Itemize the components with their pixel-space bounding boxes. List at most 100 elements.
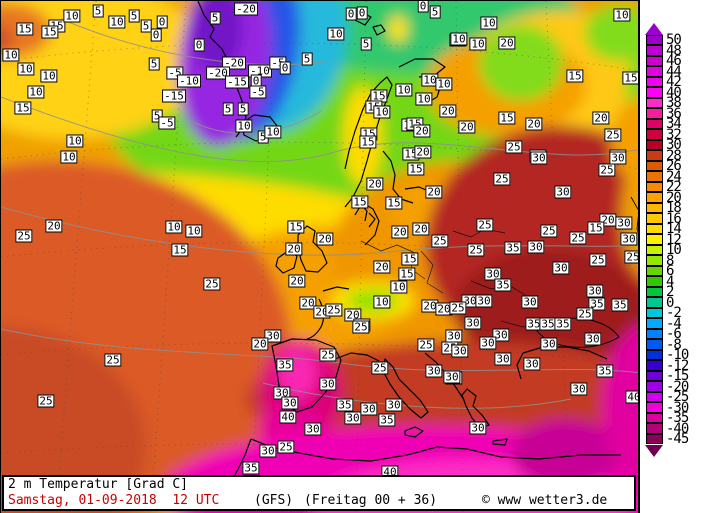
colorbar-cell-row: 46 [646, 54, 702, 68]
colorbar-cell-row: 0 [646, 296, 702, 310]
colorbar-cell-row: -45 [646, 432, 702, 446]
temp-label: 10 [66, 134, 84, 148]
temp-label: 25 [598, 163, 616, 177]
colorbar-cell [646, 349, 663, 360]
colorbar-cell [646, 381, 663, 392]
colorbar-tick-label: 30 [666, 137, 682, 154]
temp-label: 25 [277, 440, 295, 454]
temp-label: 30 [521, 295, 539, 309]
temp-label: 20 [285, 242, 303, 256]
temp-label: 30 [620, 232, 638, 246]
temp-label: 35 [504, 241, 522, 255]
colorbar-cell-row: -6 [646, 327, 702, 341]
colorbar-cell-row: 50 [646, 32, 702, 49]
colorbar-cell [646, 34, 663, 45]
temp-label: 20 [366, 177, 384, 191]
colorbar-cell [646, 108, 663, 119]
colorbar-tick-label: 12 [666, 231, 682, 248]
colorbar-tick-label: -12 [666, 357, 689, 374]
run-info: (Freitag 00 + 36) [304, 493, 438, 508]
temp-label: 25 [589, 253, 607, 267]
temp-label: 35 [336, 398, 354, 412]
colorbar-cell [646, 307, 663, 318]
temp-label: 25 [493, 172, 511, 186]
temp-label: 30 [527, 240, 545, 254]
colorbar-tick-label: -4 [666, 315, 682, 332]
colorbar-tick-label: 34 [666, 116, 682, 133]
temp-label: 10 [63, 9, 81, 23]
temp-label: 25 [576, 307, 594, 321]
model-name: (GFS) [254, 493, 294, 508]
temp-label: 15 [566, 69, 584, 83]
temp-label: 10 [415, 92, 433, 106]
temp-label: 30 [264, 329, 282, 343]
temp-label: 15 [385, 196, 403, 210]
temp-label: 30 [484, 267, 502, 281]
colorbar-tick-label: 42 [666, 74, 682, 91]
temp-label: 30 [344, 411, 362, 425]
colorbar-tick-label: -35 [666, 410, 689, 427]
temp-label: 0 [156, 15, 168, 29]
colorbar-cell-row: -35 [646, 410, 702, 427]
colorbar-cell-row: -25 [646, 390, 702, 404]
colorbar-tick-label: 2 [666, 284, 675, 301]
colorbar-tick-label: -40 [666, 420, 689, 437]
colorbar-cell-row: -10 [646, 348, 702, 362]
colorbar-cell [646, 433, 663, 444]
colorbar-cell-row: 32 [646, 128, 702, 142]
temp-label: 0 [193, 38, 205, 52]
colorbar-cell [646, 139, 663, 150]
temp-label: -10 [177, 74, 201, 88]
colorbar-cell-row: 12 [646, 231, 702, 248]
temperature-map: 15151510510550001010105-5-10-1510155-510… [0, 0, 640, 513]
colorbar-cell [646, 328, 663, 339]
colorbar-tick-label: 8 [666, 252, 675, 269]
colorbar-cell-row: 34 [646, 116, 702, 133]
colorbar-cell-row: 8 [646, 252, 702, 269]
colorbar-cell [646, 118, 663, 129]
temp-label: 30 [570, 382, 588, 396]
temp-label: 25 [417, 338, 435, 352]
temp-label: 40 [279, 410, 297, 424]
colorbar-tick-label: 44 [666, 63, 682, 80]
temp-label: 25 [15, 229, 33, 243]
colorbar-cell-row: 30 [646, 137, 702, 154]
colorbar-cell-row: 26 [646, 159, 702, 173]
temp-label: 15 [398, 267, 416, 281]
colorbar-cell [646, 213, 663, 224]
temp-label: 10 [2, 48, 20, 62]
colorbar-cell-row: -12 [646, 357, 702, 374]
temperature-field [1, 1, 638, 513]
temp-label: 35 [539, 317, 557, 331]
temp-label: 20 [412, 222, 430, 236]
temp-label: 0 [345, 7, 357, 21]
colorbar-cell-row: 4 [646, 275, 702, 289]
temp-label: 25 [467, 243, 485, 257]
colorbar-tick-label: 6 [666, 263, 675, 280]
temp-label: 35 [588, 297, 606, 311]
temp-label: 10 [450, 32, 468, 46]
temp-label: 35 [242, 461, 260, 475]
colorbar-tick-label: 48 [666, 42, 682, 59]
colorbar-tick-label: -20 [666, 378, 689, 395]
colorbar-arrow-down [645, 444, 663, 457]
temp-label: 10 [373, 295, 391, 309]
colorbar-tick-label: 18 [666, 200, 682, 217]
temp-label: 25 [431, 234, 449, 248]
colorbar-cell [646, 402, 663, 413]
colorbar-cell [646, 160, 663, 171]
temp-label: 10 [165, 220, 183, 234]
temp-label: 5 [209, 11, 221, 25]
temp-label: 0 [356, 6, 368, 20]
temp-label: 30 [479, 336, 497, 350]
colorbar-tick-label: 50 [666, 32, 682, 49]
temp-label: 10 [185, 224, 203, 238]
temp-label: 25 [476, 218, 494, 232]
colorbar-cell-row: 24 [646, 170, 702, 184]
temp-label: 25 [203, 277, 221, 291]
temp-label: 25 [319, 348, 337, 362]
colorbar-tick-label: 16 [666, 210, 682, 227]
colorbar-cell [646, 192, 663, 203]
colorbar-tick-label: 20 [666, 189, 682, 206]
